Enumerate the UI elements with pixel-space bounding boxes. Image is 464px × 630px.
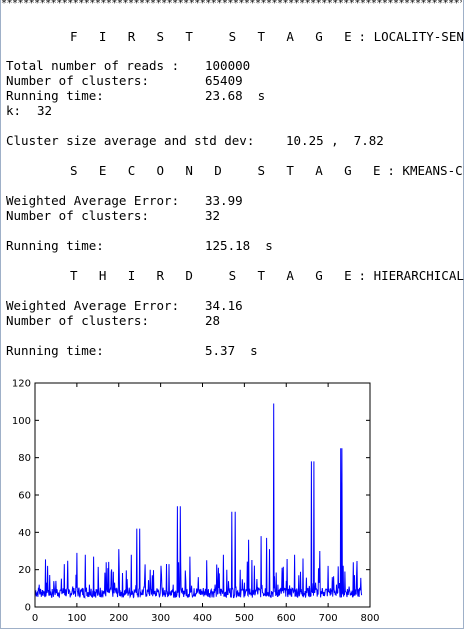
stage1-reads-value: 100000 <box>205 58 251 73</box>
stage3-clusters-value: 28 <box>205 313 221 328</box>
stage2-clusters-value: 32 <box>205 208 221 223</box>
stage3-time-label: Running time: <box>6 343 104 358</box>
x-tick-label: 300 <box>151 613 170 624</box>
y-tick-label: 120 <box>12 379 31 390</box>
stage2-header-title: S E C O N D S T A G E <box>70 163 388 178</box>
separator-line: ****************************************… <box>1 0 462 8</box>
stage1-k-value: 32 <box>37 103 53 118</box>
stage1-header-method: : LOCALITY-SENSITIVE HASHING <box>358 29 464 44</box>
stage2-time-value: 125.18 s <box>205 238 273 253</box>
y-tick-label: 80 <box>18 453 31 464</box>
stage1-reads-label: Total number of reads : <box>6 58 180 73</box>
x-tick-label: 700 <box>319 613 338 624</box>
stage1-k-label: k: <box>6 103 22 118</box>
stage1-time-value: 23.68 s <box>205 88 266 103</box>
stage2-wae-label: Weighted Average Error: <box>6 193 180 208</box>
x-tick-label: 600 <box>277 613 296 624</box>
stage1-cluster-stats-label: Cluster size average and std dev: <box>6 133 255 148</box>
x-tick-label: 0 <box>32 613 38 624</box>
y-tick-label: 40 <box>18 528 31 539</box>
x-tick-label: 200 <box>109 613 128 624</box>
stage3-time-value: 5.37 s <box>205 343 258 358</box>
x-tick-label: 800 <box>360 613 379 624</box>
stage2-wae-value: 33.99 <box>205 193 243 208</box>
x-tick-label: 400 <box>193 613 212 624</box>
stage1-clusters-value: 65409 <box>205 73 243 88</box>
stage3-wae-value: 34.16 <box>205 298 243 313</box>
cluster-size-chart: 0 100 200 300 400 500 600 700 800 0 20 40 60 80 100 120 <box>12 379 380 625</box>
stage1-time-label: Running time: <box>6 88 104 103</box>
series-line <box>34 403 363 600</box>
stage3-wae-label: Weighted Average Error: <box>6 298 180 313</box>
stage2-header-method: : KMEANS-CLUSTERING <box>387 163 464 178</box>
y-tick-label: 100 <box>12 416 31 427</box>
stage1-header-title: F I R S T S T A G E <box>70 29 359 44</box>
stage2-time-label: Running time: <box>6 238 104 253</box>
stage1-clusters-label: Number of clusters: <box>6 73 149 88</box>
x-tick-label: 100 <box>67 613 86 624</box>
x-tick-label: 500 <box>235 613 254 624</box>
stage2-clusters-label: Number of clusters: <box>6 208 149 223</box>
stage2-header: S E C O N D S T A G E: KMEANS-CLUSTERING <box>70 163 464 178</box>
stage3-clusters-label: Number of clusters: <box>6 313 149 328</box>
y-tick-label: 60 <box>18 491 31 502</box>
stage1-cluster-stats-value: 10.25 , 7.82 <box>286 133 384 148</box>
stage3-header-method: : HIERARCHICAL-CLUSTERING <box>358 268 464 283</box>
y-tick-label: 20 <box>18 565 31 576</box>
stage1-header: F I R S T S T A G E: LOCALITY-SENSITIVE … <box>70 29 464 44</box>
y-tick-label: 0 <box>25 603 31 614</box>
stage3-header: T H I R D S T A G E: HIERARCHICAL-CLUSTE… <box>70 268 464 283</box>
stage3-header-title: T H I R D S T A G E <box>70 268 359 283</box>
